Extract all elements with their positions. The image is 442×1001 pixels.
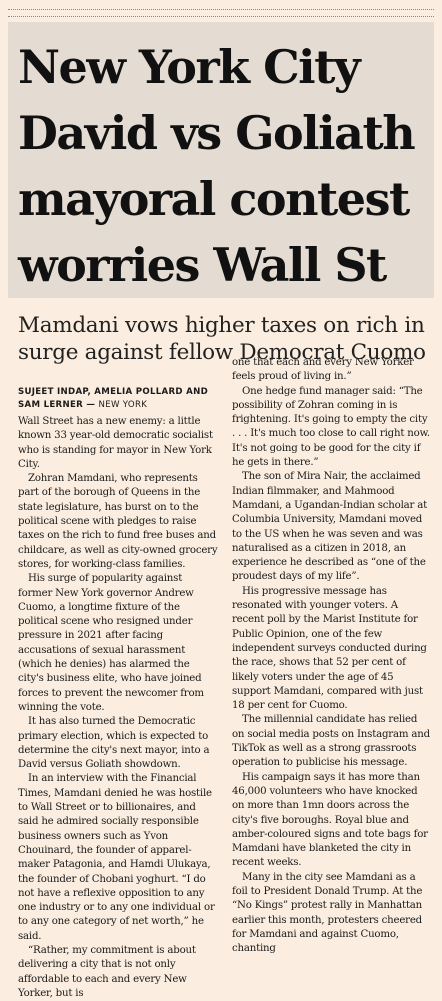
paragraph: Many in the city see Mamdani as a foil t…: [232, 871, 423, 955]
paragraph: The son of Mira Nair, the acclaimed Indi…: [232, 471, 427, 583]
paragraph: one that each and every New Yorker feels…: [232, 357, 414, 383]
headline: New York City David vs Goliath mayoral c…: [18, 40, 416, 292]
byline-location: NEW YORK: [98, 400, 148, 410]
paragraph: The millennial candidate has relied on s…: [232, 714, 430, 769]
top-rule: [8, 9, 434, 17]
right-column: one that each and every New Yorker feels…: [232, 356, 432, 956]
paragraph: His campaign says it has more than 46,00…: [232, 771, 428, 869]
paragraph: His progressive message has resonated wi…: [232, 585, 427, 712]
paragraph: One hedge fund manager said: “The possib…: [232, 385, 430, 469]
byline-authors: SUJEET INDAP, AMELIA POLLARD AND SAM LER…: [18, 387, 209, 410]
article-body: SUJEET INDAP, AMELIA POLLARD AND SAM LER…: [18, 357, 432, 1001]
headline-box: New York City David vs Goliath mayoral c…: [8, 22, 434, 298]
byline: SUJEET INDAP, AMELIA POLLARD AND SAM LER…: [18, 387, 209, 410]
paragraph: “Rather, my commitment is about deliveri…: [18, 944, 196, 999]
left-column: SUJEET INDAP, AMELIA POLLARD AND SAM LER…: [18, 386, 218, 1001]
subheadline: Mamdani vows higher taxes on rich in sur…: [18, 313, 426, 365]
paragraph: In an interview with the Financial Times…: [18, 773, 215, 942]
paragraph: It has also turned the Democratic primar…: [18, 716, 210, 771]
paragraph: His surge of popularity against former N…: [18, 573, 204, 713]
paragraph: Zohran Mamdani, who represents part of t…: [18, 473, 218, 570]
paragraph: Wall Street has a new enemy: a little kn…: [18, 416, 213, 470]
